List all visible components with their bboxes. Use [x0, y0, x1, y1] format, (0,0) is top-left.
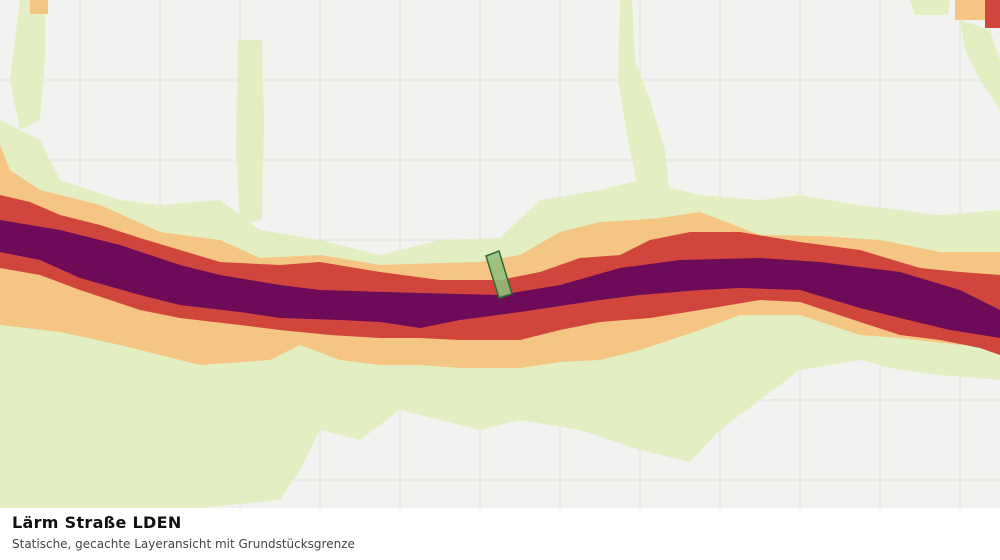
- map-subtitle: Statische, gecachte Layeransicht mit Gru…: [12, 537, 355, 551]
- noise-zone-high: [0, 0, 1000, 355]
- parcel-boundary: [485, 250, 513, 299]
- noise-zone-very-high: [0, 220, 1000, 338]
- caption: Lärm Straße LDEN Statische, gecachte Lay…: [0, 508, 1000, 560]
- map-title: Lärm Straße LDEN: [12, 513, 182, 532]
- noise-map: [0, 0, 1000, 508]
